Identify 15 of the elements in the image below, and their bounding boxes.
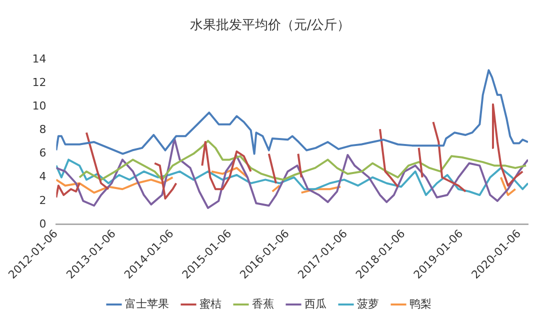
y-tick-label: 10 (32, 100, 46, 113)
y-tick-label: 6 (39, 146, 46, 160)
y-tick-label: 0 (39, 217, 46, 230)
legend-label: 鸭梨 (410, 297, 432, 310)
chart-title: 水果批发平均价（元/公斤） (190, 18, 350, 34)
legend-label: 蜜桔 (200, 297, 222, 310)
y-tick-label: 4 (39, 170, 46, 184)
y-tick-label: 2 (39, 194, 46, 207)
legend-label: 菠萝 (357, 297, 379, 310)
legend-label: 富士苹果 (125, 297, 169, 310)
y-tick-label: 12 (32, 76, 46, 90)
legend-label: 西瓜 (304, 297, 326, 310)
y-tick-label: 14 (32, 52, 46, 66)
y-tick-label: 8 (39, 123, 46, 136)
legend-label: 香蕉 (252, 297, 274, 310)
